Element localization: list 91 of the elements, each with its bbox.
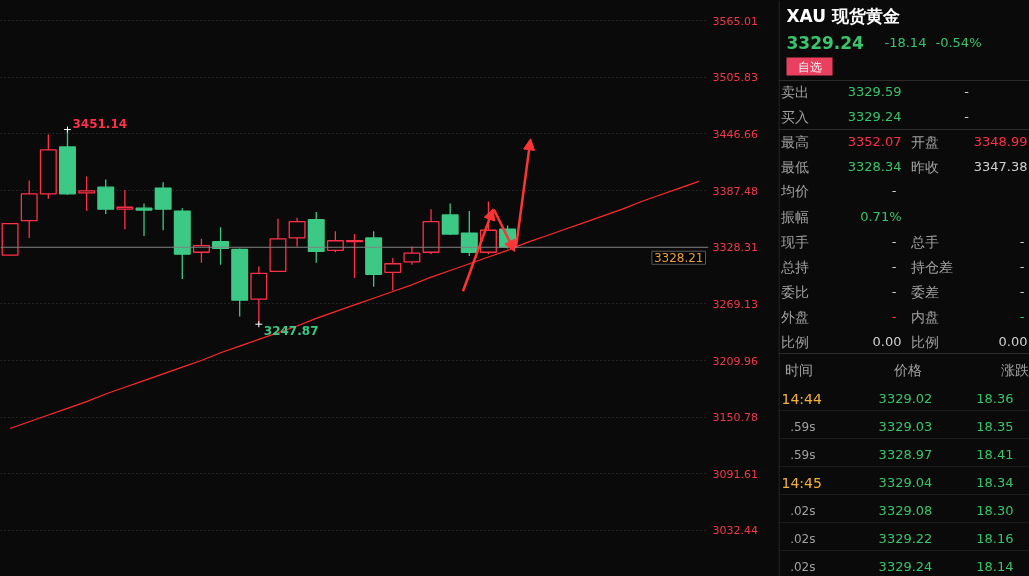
- text: 比例: [910, 333, 939, 350]
- text: 内盘: [910, 308, 939, 325]
- y-tick-label: 3209.96: [712, 354, 758, 368]
- text: 18.16: [976, 531, 1014, 546]
- text: -18.14: [884, 35, 927, 50]
- text: -: [1019, 234, 1025, 249]
- text: 18.35: [976, 419, 1014, 434]
- candlestick: [97, 178, 115, 215]
- y-tick-label: 3387.48: [712, 184, 758, 198]
- text: 18.34: [976, 475, 1014, 490]
- text: 时间: [784, 361, 813, 378]
- candlestick: [116, 189, 134, 230]
- text: 3348.99: [973, 134, 1028, 149]
- text: 委比: [780, 283, 809, 300]
- text: 0.71%: [860, 209, 902, 224]
- text: 3328.34: [847, 159, 902, 174]
- text: 最高: [780, 133, 809, 150]
- text: 3352.07: [847, 134, 902, 149]
- text: 涨跌: [1000, 361, 1029, 378]
- text: 总手: [909, 233, 939, 250]
- text: -: [891, 234, 897, 249]
- text: 委差: [910, 283, 939, 300]
- text: 3329.24: [847, 109, 902, 124]
- text: 3328.97: [878, 447, 933, 462]
- text: 均价: [779, 182, 809, 199]
- candlestick: [135, 202, 153, 237]
- text: -: [1019, 284, 1025, 299]
- y-tick-label: 3565.01: [712, 14, 758, 28]
- text: 买入: [780, 108, 809, 125]
- text: 卖出: [780, 83, 809, 100]
- y-tick-label: 3269.13: [712, 297, 758, 311]
- candlestick: [384, 257, 402, 292]
- text: 14:44: [781, 390, 822, 407]
- text: 18.36: [976, 391, 1014, 406]
- text: -: [891, 309, 897, 324]
- ref-line-label: 3328.21: [653, 251, 704, 266]
- text: 3329.04: [878, 475, 933, 490]
- text: 14:45: [781, 474, 822, 491]
- text: 0.00: [998, 334, 1028, 349]
- text: 自选: [797, 59, 822, 74]
- y-tick-label: 3091.61: [712, 467, 758, 481]
- text: .59s: [790, 447, 816, 462]
- text: -: [891, 284, 897, 299]
- text: -: [1019, 259, 1025, 274]
- annotation: 3451.14: [72, 116, 128, 131]
- candlestick: [326, 230, 344, 253]
- y-tick-label: 3505.83: [712, 71, 758, 85]
- candlestick: [288, 217, 306, 248]
- text: 18.30: [976, 503, 1014, 518]
- text: 振幅: [780, 208, 809, 225]
- text: 18.14: [976, 559, 1014, 574]
- text: 总持: [779, 258, 809, 275]
- text: 3329.03: [878, 419, 933, 434]
- text: 3329.08: [878, 503, 933, 518]
- text: -: [964, 109, 970, 124]
- candlestick: [154, 181, 172, 231]
- text: XAU 现货黄金: [786, 5, 900, 26]
- text: .59s: [790, 419, 816, 434]
- text: 3329.24: [786, 33, 865, 53]
- candlestick: [346, 233, 363, 279]
- y-tick-label: 3446.66: [712, 127, 758, 141]
- candlestick: [403, 245, 421, 266]
- text: -: [964, 84, 970, 99]
- text: 外盘: [780, 308, 809, 325]
- text: 最低: [780, 158, 809, 175]
- text: 3329.59: [847, 84, 902, 99]
- text: .02s: [790, 559, 816, 574]
- candlestick: [441, 202, 459, 236]
- y-tick-label: 3328.31: [712, 241, 758, 255]
- text: 3347.38: [973, 159, 1028, 174]
- text: -: [1019, 309, 1025, 324]
- text: 18.41: [976, 447, 1014, 462]
- text: 昨收: [910, 158, 939, 175]
- candlestick: [78, 175, 96, 212]
- text: 价格: [892, 361, 922, 378]
- text: 比例: [780, 333, 809, 350]
- text: 3329.24: [878, 559, 933, 574]
- text: 持仓差: [910, 258, 953, 275]
- text: -: [891, 183, 897, 198]
- text: 3329.22: [878, 531, 933, 546]
- text: .02s: [790, 503, 816, 518]
- candlestick: [460, 210, 478, 257]
- text: 3329.02: [878, 391, 933, 406]
- text: 0.00: [872, 334, 902, 349]
- y-tick-label: 3150.78: [712, 411, 758, 425]
- text: 现手: [780, 233, 809, 250]
- text: 开盘: [910, 133, 939, 150]
- text: .02s: [790, 531, 816, 546]
- y-tick-label: 3032.44: [712, 524, 758, 538]
- text: -0.54%: [935, 35, 982, 50]
- text: -: [891, 259, 897, 274]
